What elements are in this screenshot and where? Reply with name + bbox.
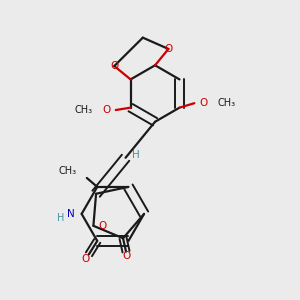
Text: O: O bbox=[164, 44, 172, 54]
Text: O: O bbox=[110, 61, 118, 71]
Text: CH₃: CH₃ bbox=[58, 166, 76, 176]
Text: H: H bbox=[57, 213, 64, 224]
Text: O: O bbox=[98, 221, 106, 231]
Text: CH₃: CH₃ bbox=[217, 98, 236, 108]
Text: CH₃: CH₃ bbox=[75, 105, 93, 115]
Text: O: O bbox=[103, 105, 111, 115]
Text: O: O bbox=[199, 98, 207, 108]
Text: N: N bbox=[68, 209, 75, 219]
Text: H: H bbox=[132, 150, 140, 160]
Text: O: O bbox=[81, 254, 89, 264]
Text: O: O bbox=[122, 251, 130, 261]
